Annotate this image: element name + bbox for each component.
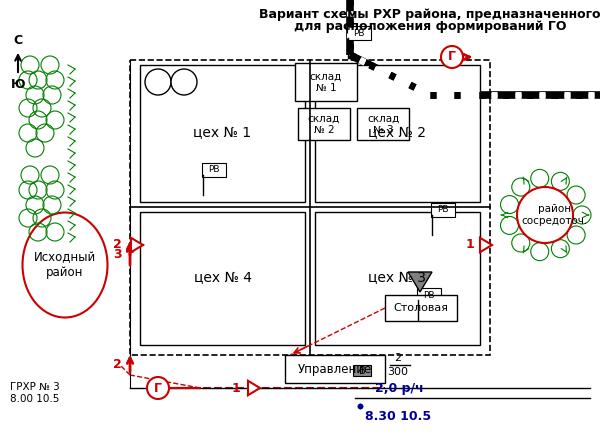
Bar: [315, 212, 480, 345]
Text: 8.30 10.5: 8.30 10.5: [365, 410, 431, 423]
Text: ГРХР № 3
8.00 10.5: ГРХР № 3 8.00 10.5: [10, 382, 60, 403]
Text: для расположения формирований ГО: для расположения формирований ГО: [294, 20, 566, 33]
Bar: [357, 108, 409, 140]
Circle shape: [171, 69, 197, 95]
Bar: [417, 288, 441, 302]
Text: район
сосредоточ.: район сосредоточ.: [522, 204, 588, 226]
Circle shape: [145, 69, 171, 95]
Text: 2: 2: [113, 357, 122, 370]
Text: цех № 2: цех № 2: [368, 126, 427, 140]
Bar: [130, 60, 490, 355]
Text: склад
№ 3: склад № 3: [367, 113, 399, 135]
Circle shape: [147, 377, 169, 399]
Text: Столовая: Столовая: [394, 303, 449, 313]
Polygon shape: [131, 238, 143, 252]
Text: РВ: РВ: [208, 165, 220, 175]
Circle shape: [441, 46, 463, 68]
Text: 1: 1: [465, 238, 474, 252]
Text: цех № 3: цех № 3: [368, 271, 427, 286]
Polygon shape: [480, 238, 492, 252]
Bar: [385, 295, 457, 321]
Text: РВ: РВ: [353, 29, 365, 37]
Bar: [431, 203, 455, 217]
Text: 2: 2: [394, 353, 401, 363]
Bar: [140, 212, 305, 345]
Text: цех № 4: цех № 4: [193, 271, 251, 286]
Text: РВ: РВ: [423, 290, 435, 300]
Polygon shape: [408, 272, 432, 292]
Text: склад
№ 1: склад № 1: [310, 71, 342, 93]
Bar: [298, 108, 350, 140]
Text: цех № 1: цех № 1: [193, 126, 251, 140]
Text: Ю: Ю: [11, 78, 25, 91]
Bar: [295, 63, 357, 101]
Bar: [140, 65, 305, 202]
Text: Г: Г: [154, 381, 162, 395]
Text: 300: 300: [388, 367, 409, 377]
Text: 2,0 р/ч: 2,0 р/ч: [375, 382, 424, 395]
Bar: [285, 355, 385, 383]
Text: Вариант схемы РХР района, предназначенного: Вариант схемы РХР района, предназначенно…: [259, 8, 600, 21]
Text: Г: Г: [448, 51, 456, 63]
Text: РВ: РВ: [437, 205, 449, 214]
Bar: [353, 365, 371, 376]
Bar: [202, 163, 226, 177]
Text: Управление: Управление: [298, 363, 372, 375]
Text: Исходный
район: Исходный район: [34, 251, 96, 279]
Text: В: В: [359, 366, 365, 376]
Polygon shape: [248, 381, 260, 395]
Text: склад
№ 2: склад № 2: [308, 113, 340, 135]
Text: 3: 3: [113, 247, 122, 260]
Bar: [347, 26, 371, 40]
Text: С: С: [13, 34, 23, 47]
Bar: [315, 65, 480, 202]
Text: 1: 1: [231, 381, 240, 395]
Text: 2: 2: [113, 238, 122, 252]
